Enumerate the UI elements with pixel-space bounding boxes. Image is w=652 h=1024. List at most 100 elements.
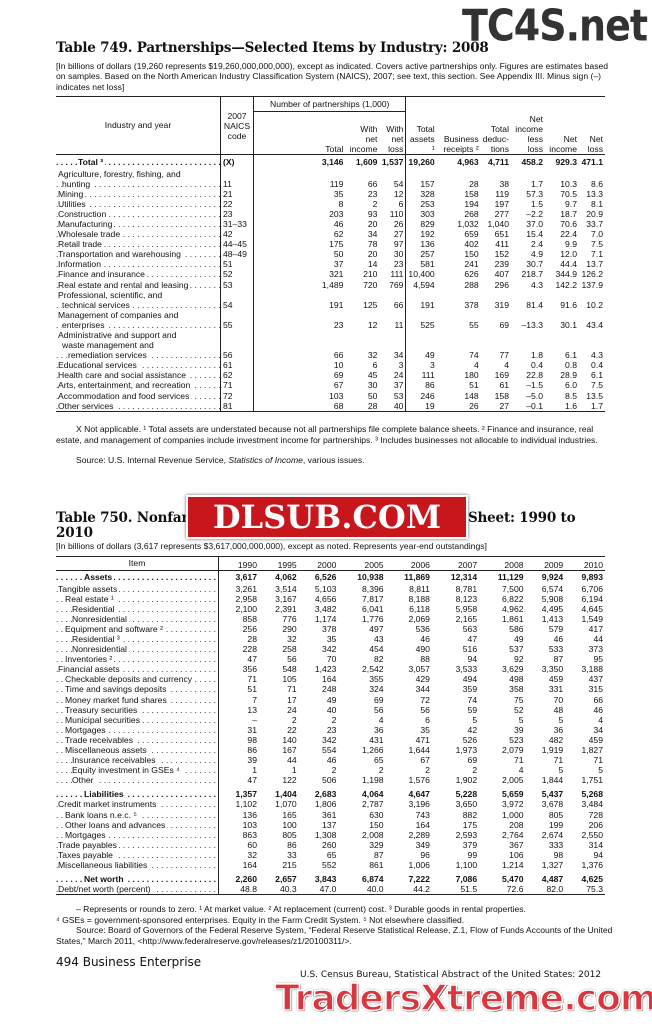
cell-value: 7	[252, 694, 257, 705]
cell-value: 10.2	[586, 299, 603, 310]
cell-value: 288	[464, 279, 479, 290]
cell-value	[481, 340, 511, 350]
cell-value: 268	[464, 208, 479, 219]
naics-code: (X)	[220, 154, 254, 169]
cell-value	[511, 340, 545, 350]
cell-value: 1,040	[487, 218, 509, 229]
header-net-income: Net income	[549, 134, 577, 154]
cell-value: 208	[509, 819, 524, 830]
cell-value: 40.3	[279, 884, 297, 895]
cell-value: 4,656	[314, 593, 337, 604]
cell-value: 1,902	[455, 775, 478, 786]
watermark-tc4s: TC4S.net	[462, 0, 648, 51]
item-label-text: Taxes payable	[58, 849, 115, 860]
cell-value: 38	[499, 178, 509, 189]
cell-value: 537	[509, 644, 524, 655]
cell-value: 459	[588, 734, 603, 745]
cell-value: 2,079	[502, 745, 524, 755]
cell-value: 4.3	[591, 350, 603, 361]
cell-value: 314	[588, 839, 603, 850]
industry-label-text: Agriculture, forestry, fishing, and	[58, 168, 183, 179]
cell-value: 43.4	[586, 319, 603, 330]
cell-value: 497	[369, 623, 384, 634]
cell-value: 215	[282, 860, 297, 871]
naics-code: 72	[220, 390, 254, 401]
industry-label: technical services	[56, 299, 221, 310]
header-year: 2009	[544, 559, 564, 570]
cell-value: 52	[513, 704, 524, 715]
table-750-title-left: Table 750. Nonfarm	[56, 510, 203, 526]
industry-label: Agriculture, forestry, fishing, and	[56, 168, 221, 179]
cell-value: 40	[379, 400, 407, 412]
table-750-source: Source: Board of Governors of the Federa…	[56, 925, 613, 946]
cell-value: 769	[379, 279, 407, 290]
cell-value	[545, 290, 579, 300]
cell-value: 44.4	[560, 259, 577, 270]
cell-value: 37	[333, 259, 344, 270]
cell-value: –	[252, 714, 257, 725]
cell-value: 91.6	[560, 299, 577, 310]
cell-value: 110	[379, 208, 407, 219]
item-label: Assets	[56, 570, 219, 584]
cell-value: 3,261	[235, 583, 257, 594]
cell-value: 3,514	[275, 583, 297, 594]
naics-code: 81	[220, 400, 254, 412]
cell-value: 342	[322, 734, 337, 745]
cell-value: 12.0	[560, 249, 577, 260]
naics-code: 55	[220, 319, 254, 330]
cell-value: 361	[322, 809, 337, 820]
item-label: Miscellaneous assets	[56, 745, 219, 756]
cell-value: 47	[247, 654, 257, 665]
item-label: Residential	[56, 603, 219, 614]
cell-value: 46	[420, 633, 430, 644]
industry-label: Construction	[56, 208, 221, 219]
cell-value: 554	[322, 745, 337, 755]
cell-value: 4.9	[531, 249, 543, 260]
cell-value: 1,537	[379, 154, 407, 169]
cell-value: 344	[415, 684, 430, 695]
cell-value: 7.5	[591, 239, 603, 250]
item-label-text: Mortgages	[65, 829, 108, 840]
table-row: Accommodation and food services 72 103 5053…	[56, 390, 605, 401]
cell-value: 167	[282, 745, 297, 755]
cell-value: 1.5	[531, 198, 543, 209]
cell-value: 3,196	[408, 799, 430, 810]
cell-value: 5,470	[502, 874, 524, 885]
cell-value: 2	[378, 765, 384, 776]
cell-value: 2,683	[314, 789, 337, 800]
cell-value: 66	[333, 350, 344, 361]
cell-value: 8	[338, 198, 344, 209]
item-label-text: Inventories ²	[65, 654, 115, 665]
cell-value: 105	[282, 674, 297, 685]
cell-value: 626	[464, 269, 479, 280]
cell-value: 402	[464, 239, 479, 250]
item-label: Money market fund shares	[56, 694, 219, 705]
cell-value: 8,811	[409, 583, 430, 594]
cell-value: 22	[287, 724, 297, 735]
cell-value: 2,657	[275, 874, 297, 885]
item-label: Mortgages	[56, 829, 219, 840]
header-year: 2008	[504, 559, 524, 570]
industry-label-text: Mining	[58, 188, 86, 199]
cell-value: 44.2	[413, 884, 430, 895]
cell-value: 2,005	[502, 775, 524, 786]
cell-value	[545, 340, 579, 350]
table-750: Item 1990 1995 2000 2005 2006 2007 2008 2009 2010…	[56, 556, 605, 896]
cell-value: 98	[247, 734, 257, 745]
cell-value: 11,869	[404, 572, 430, 583]
cell-value	[579, 330, 605, 340]
naics-code: 62	[220, 370, 254, 381]
industry-label-text: Wholesale trade	[58, 229, 123, 240]
item-label-text: Checkable deposits and currency	[65, 674, 195, 685]
cell-value: 1,576	[408, 775, 430, 786]
cell-value	[406, 290, 437, 300]
cell-value: 82.0	[546, 884, 564, 895]
item-label: Municipal securities	[56, 714, 219, 725]
cell-value: 858	[242, 613, 257, 624]
cell-value: 659	[464, 229, 479, 240]
cell-value: 27	[379, 229, 407, 240]
cell-value: 67	[333, 380, 344, 391]
